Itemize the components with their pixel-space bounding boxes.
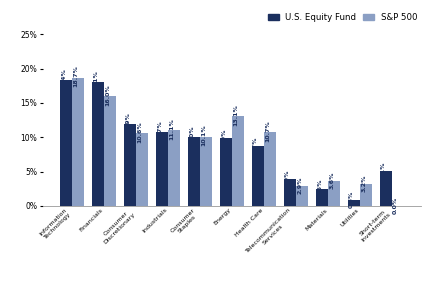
Text: 2.5%: 2.5%: [317, 179, 322, 196]
Bar: [360, 184, 372, 206]
Bar: [188, 137, 200, 206]
Text: 3.9%: 3.9%: [285, 169, 290, 187]
Bar: [232, 116, 244, 206]
Bar: [252, 146, 264, 206]
Text: 10.6%: 10.6%: [137, 121, 142, 143]
Text: 3.2%: 3.2%: [361, 174, 366, 192]
Bar: [92, 82, 104, 206]
Legend: U.S. Equity Fund, S&P 500: U.S. Equity Fund, S&P 500: [268, 13, 417, 22]
Bar: [264, 132, 276, 206]
Bar: [220, 138, 232, 206]
Bar: [124, 124, 136, 206]
Bar: [200, 137, 212, 206]
Bar: [284, 179, 296, 206]
Bar: [380, 171, 392, 206]
Text: 0.8%: 0.8%: [349, 191, 354, 208]
Text: 10.7%: 10.7%: [265, 121, 270, 142]
Text: 18.7%: 18.7%: [74, 65, 78, 88]
Text: 8.7%: 8.7%: [253, 136, 258, 154]
Text: 10.0%: 10.0%: [189, 126, 194, 147]
Bar: [104, 96, 117, 206]
Text: 5.1%: 5.1%: [381, 161, 386, 179]
Text: 2.9%: 2.9%: [297, 176, 302, 194]
Text: 10.7%: 10.7%: [157, 121, 162, 142]
Bar: [156, 132, 168, 206]
Text: 10.1%: 10.1%: [201, 125, 206, 146]
Text: 18.1%: 18.1%: [93, 70, 98, 92]
Bar: [328, 181, 340, 206]
Text: 11.1%: 11.1%: [169, 118, 174, 140]
Text: 0.0%: 0.0%: [393, 196, 398, 214]
Text: 18.4%: 18.4%: [61, 68, 66, 90]
Bar: [348, 200, 360, 206]
Bar: [316, 189, 328, 206]
Bar: [168, 130, 181, 206]
Bar: [136, 133, 148, 206]
Text: 13.1%: 13.1%: [233, 104, 238, 126]
Text: 11.9%: 11.9%: [125, 112, 130, 134]
Text: 16.0%: 16.0%: [105, 84, 111, 106]
Text: 3.6%: 3.6%: [329, 171, 334, 189]
Text: 9.9%: 9.9%: [221, 128, 226, 146]
Bar: [296, 186, 308, 206]
Bar: [60, 80, 72, 206]
Bar: [72, 78, 85, 206]
